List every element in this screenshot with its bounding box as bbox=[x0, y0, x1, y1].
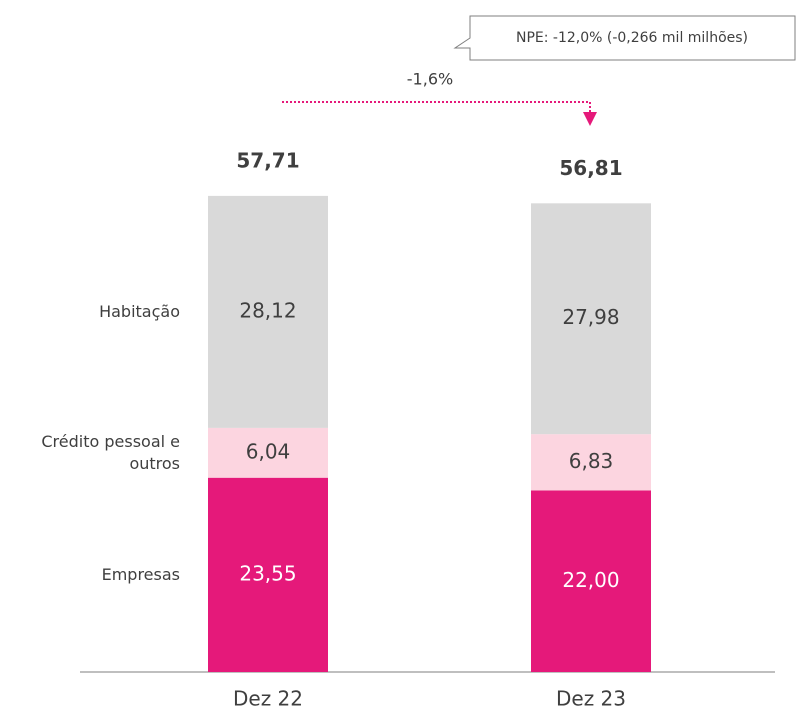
bar-segment bbox=[531, 203, 651, 435]
value-label: 6,04 bbox=[246, 439, 291, 463]
callout-box bbox=[453, 15, 796, 61]
series-label: Habitação bbox=[99, 301, 180, 321]
value-label: 6,83 bbox=[569, 449, 614, 473]
value-label: 28,12 bbox=[239, 298, 296, 322]
series-label: Crédito pessoal e outros bbox=[41, 431, 180, 473]
bar-segment bbox=[208, 477, 328, 672]
callout-text: NPE: -12,0% (-0,266 mil milhões) bbox=[516, 30, 748, 46]
x-tick-label: Dez 23 bbox=[556, 687, 626, 711]
total-label: 56,81 bbox=[559, 156, 622, 180]
arrow-head bbox=[583, 112, 597, 126]
change-arrow bbox=[282, 101, 591, 112]
total-label: 57,71 bbox=[236, 148, 299, 172]
x-tick-label: Dez 22 bbox=[233, 687, 303, 711]
value-label: 27,98 bbox=[562, 305, 619, 329]
bar-segment bbox=[208, 427, 328, 478]
change-label: -1,6% bbox=[407, 70, 453, 89]
bar-segment bbox=[531, 490, 651, 672]
bar-segment bbox=[208, 195, 328, 428]
series-label: Empresas bbox=[101, 564, 180, 584]
value-label: 23,55 bbox=[239, 561, 296, 585]
value-label: 22,00 bbox=[562, 568, 619, 592]
bar-segment bbox=[531, 434, 651, 491]
